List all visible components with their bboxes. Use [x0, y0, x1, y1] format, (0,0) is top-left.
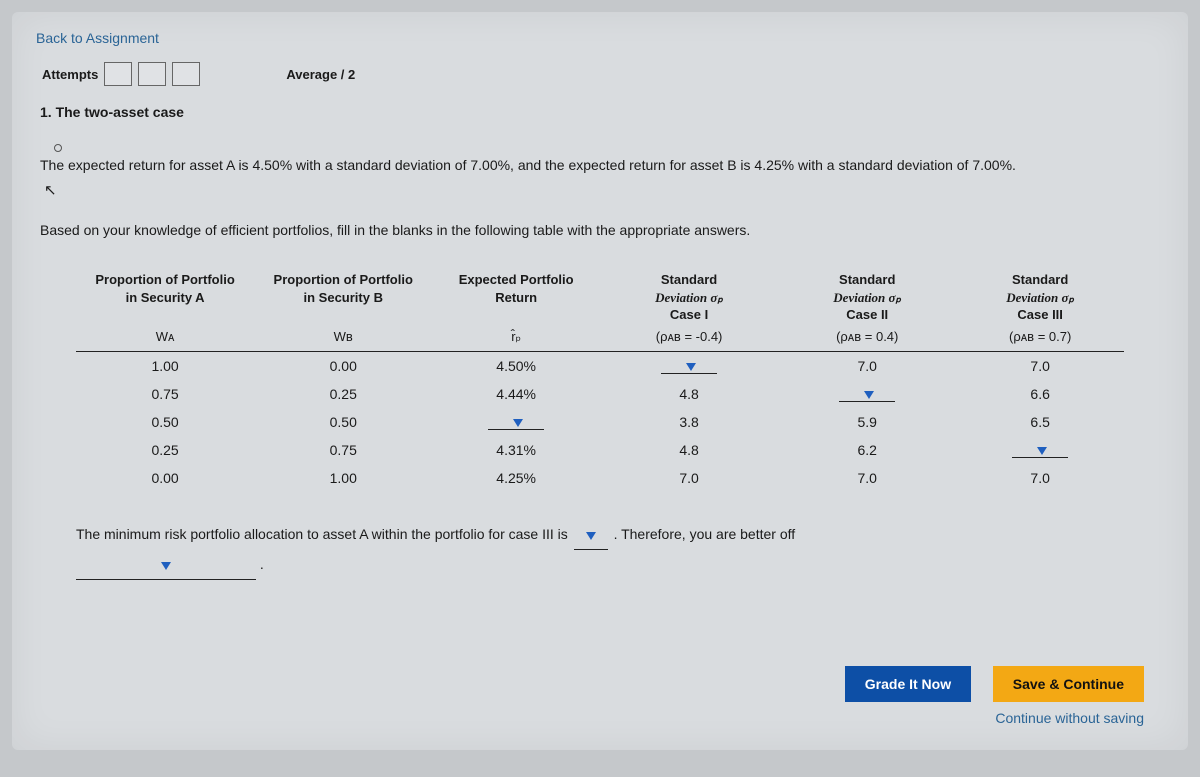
table-cell: 0.00 [254, 351, 432, 380]
table-cell: 0.75 [254, 436, 432, 464]
portfolio-table: Proportion of Portfolioin Security A Pro… [76, 268, 1124, 492]
sub-wb: Wʙ [254, 327, 432, 352]
dropdown-blank[interactable] [488, 419, 544, 430]
attempt-box-3[interactable] [172, 62, 200, 86]
table-cell: 7.0 [778, 351, 956, 380]
attempts-label: Attempts [42, 67, 98, 82]
dropdown-blank[interactable] [839, 391, 895, 402]
th-wa: Proportion of Portfolioin Security A [76, 268, 254, 327]
save-continue-button[interactable]: Save & Continue [993, 666, 1144, 702]
sub-rp: r̂ₚ [432, 327, 600, 352]
th-rp: Expected PortfolioReturn [432, 268, 600, 327]
dropdown-blank[interactable] [1012, 447, 1068, 458]
caret-down-icon [864, 391, 874, 399]
table-cell: 0.25 [254, 380, 432, 408]
table-cell: 7.0 [956, 351, 1124, 380]
grade-it-now-button[interactable]: Grade It Now [845, 666, 971, 702]
dropdown-blank[interactable] [661, 363, 717, 374]
table-cell[interactable] [778, 380, 956, 408]
sub-c3: (ρᴀʙ = 0.7) [956, 327, 1124, 352]
caret-down-icon [513, 419, 523, 427]
table-subhead: Wᴀ Wʙ r̂ₚ (ρᴀʙ = -0.4) (ρᴀʙ = 0.4) (ρᴀʙ … [76, 327, 1124, 352]
dropdown-case3-allocation[interactable] [574, 520, 608, 550]
table-cell[interactable] [432, 408, 600, 436]
th-case1: StandardDeviation σₚCase I [600, 268, 778, 327]
table-cell: 0.50 [76, 408, 254, 436]
assignment-page: Back to Assignment Attempts Average / 2 … [12, 12, 1188, 750]
table-cell: 4.25% [432, 464, 600, 492]
portfolio-table-wrap: Proportion of Portfolioin Security A Pro… [76, 268, 1124, 492]
table-row: 0.750.254.44%4.8 6.6 [76, 380, 1124, 408]
th-case2: StandardDeviation σₚCase II [778, 268, 956, 327]
th-wb: Proportion of Portfolioin Security B [254, 268, 432, 327]
table-row: 0.250.754.31%4.86.2 [76, 436, 1124, 464]
bullet-icon [54, 144, 62, 152]
sub-c1: (ρᴀʙ = -0.4) [600, 327, 778, 352]
table-cell: 3.8 [600, 408, 778, 436]
table-cell: 5.9 [778, 408, 956, 436]
fill-post: . [260, 556, 264, 572]
attempts-row: Attempts Average / 2 [42, 62, 1164, 86]
table-cell: 4.31% [432, 436, 600, 464]
table-row: 0.001.004.25%7.07.07.0 [76, 464, 1124, 492]
table-cell: 4.8 [600, 380, 778, 408]
table-cell: 1.00 [254, 464, 432, 492]
table-cell: 0.50 [254, 408, 432, 436]
caret-down-icon [1037, 447, 1047, 455]
table-cell: 4.8 [600, 436, 778, 464]
table-cell: 7.0 [956, 464, 1124, 492]
table-cell: 6.6 [956, 380, 1124, 408]
table-cell: 4.44% [432, 380, 600, 408]
para1-text: The expected return for asset A is 4.50%… [40, 157, 1016, 173]
table-cell: 4.50% [432, 351, 600, 380]
table-cell: 6.2 [778, 436, 956, 464]
dropdown-better-off[interactable] [76, 550, 256, 580]
sub-wa: Wᴀ [76, 327, 254, 352]
attempt-box-1[interactable] [104, 62, 132, 86]
fill-in-paragraph: The minimum risk portfolio allocation to… [76, 520, 1160, 580]
average-label: Average / 2 [286, 67, 355, 82]
fill-pre: The minimum risk portfolio allocation to… [76, 526, 572, 542]
table-cell: 7.0 [600, 464, 778, 492]
table-cell: 0.00 [76, 464, 254, 492]
question-title: 1. The two-asset case [40, 104, 1164, 120]
th-case3: StandardDeviation σₚCase III [956, 268, 1124, 327]
table-cell: 0.75 [76, 380, 254, 408]
table-cell[interactable] [600, 351, 778, 380]
table-cell: 1.00 [76, 351, 254, 380]
caret-down-icon [686, 363, 696, 371]
button-row: Grade It Now Save & Continue Continue wi… [827, 666, 1144, 726]
cursor-icon: ↖ [44, 178, 57, 204]
fill-mid: . Therefore, you are better off [614, 526, 796, 542]
back-to-assignment-link[interactable]: Back to Assignment [36, 26, 159, 60]
table-cell[interactable] [956, 436, 1124, 464]
table-row: 0.500.50 3.85.96.5 [76, 408, 1124, 436]
caret-down-icon [586, 532, 596, 540]
table-body: 1.000.004.50%7.07.00.750.254.44%4.86.60.… [76, 351, 1124, 492]
continue-without-saving-link[interactable]: Continue without saving [827, 710, 1144, 726]
question-para-1: The expected return for asset A is 4.50%… [40, 153, 1160, 204]
question-para-2: Based on your knowledge of efficient por… [40, 218, 1160, 243]
table-row: 1.000.004.50% 7.07.0 [76, 351, 1124, 380]
attempt-box-2[interactable] [138, 62, 166, 86]
sub-c2: (ρᴀʙ = 0.4) [778, 327, 956, 352]
table-cell: 6.5 [956, 408, 1124, 436]
table-cell: 7.0 [778, 464, 956, 492]
caret-down-icon [161, 562, 171, 570]
table-head: Proportion of Portfolioin Security A Pro… [76, 268, 1124, 351]
table-cell: 0.25 [76, 436, 254, 464]
